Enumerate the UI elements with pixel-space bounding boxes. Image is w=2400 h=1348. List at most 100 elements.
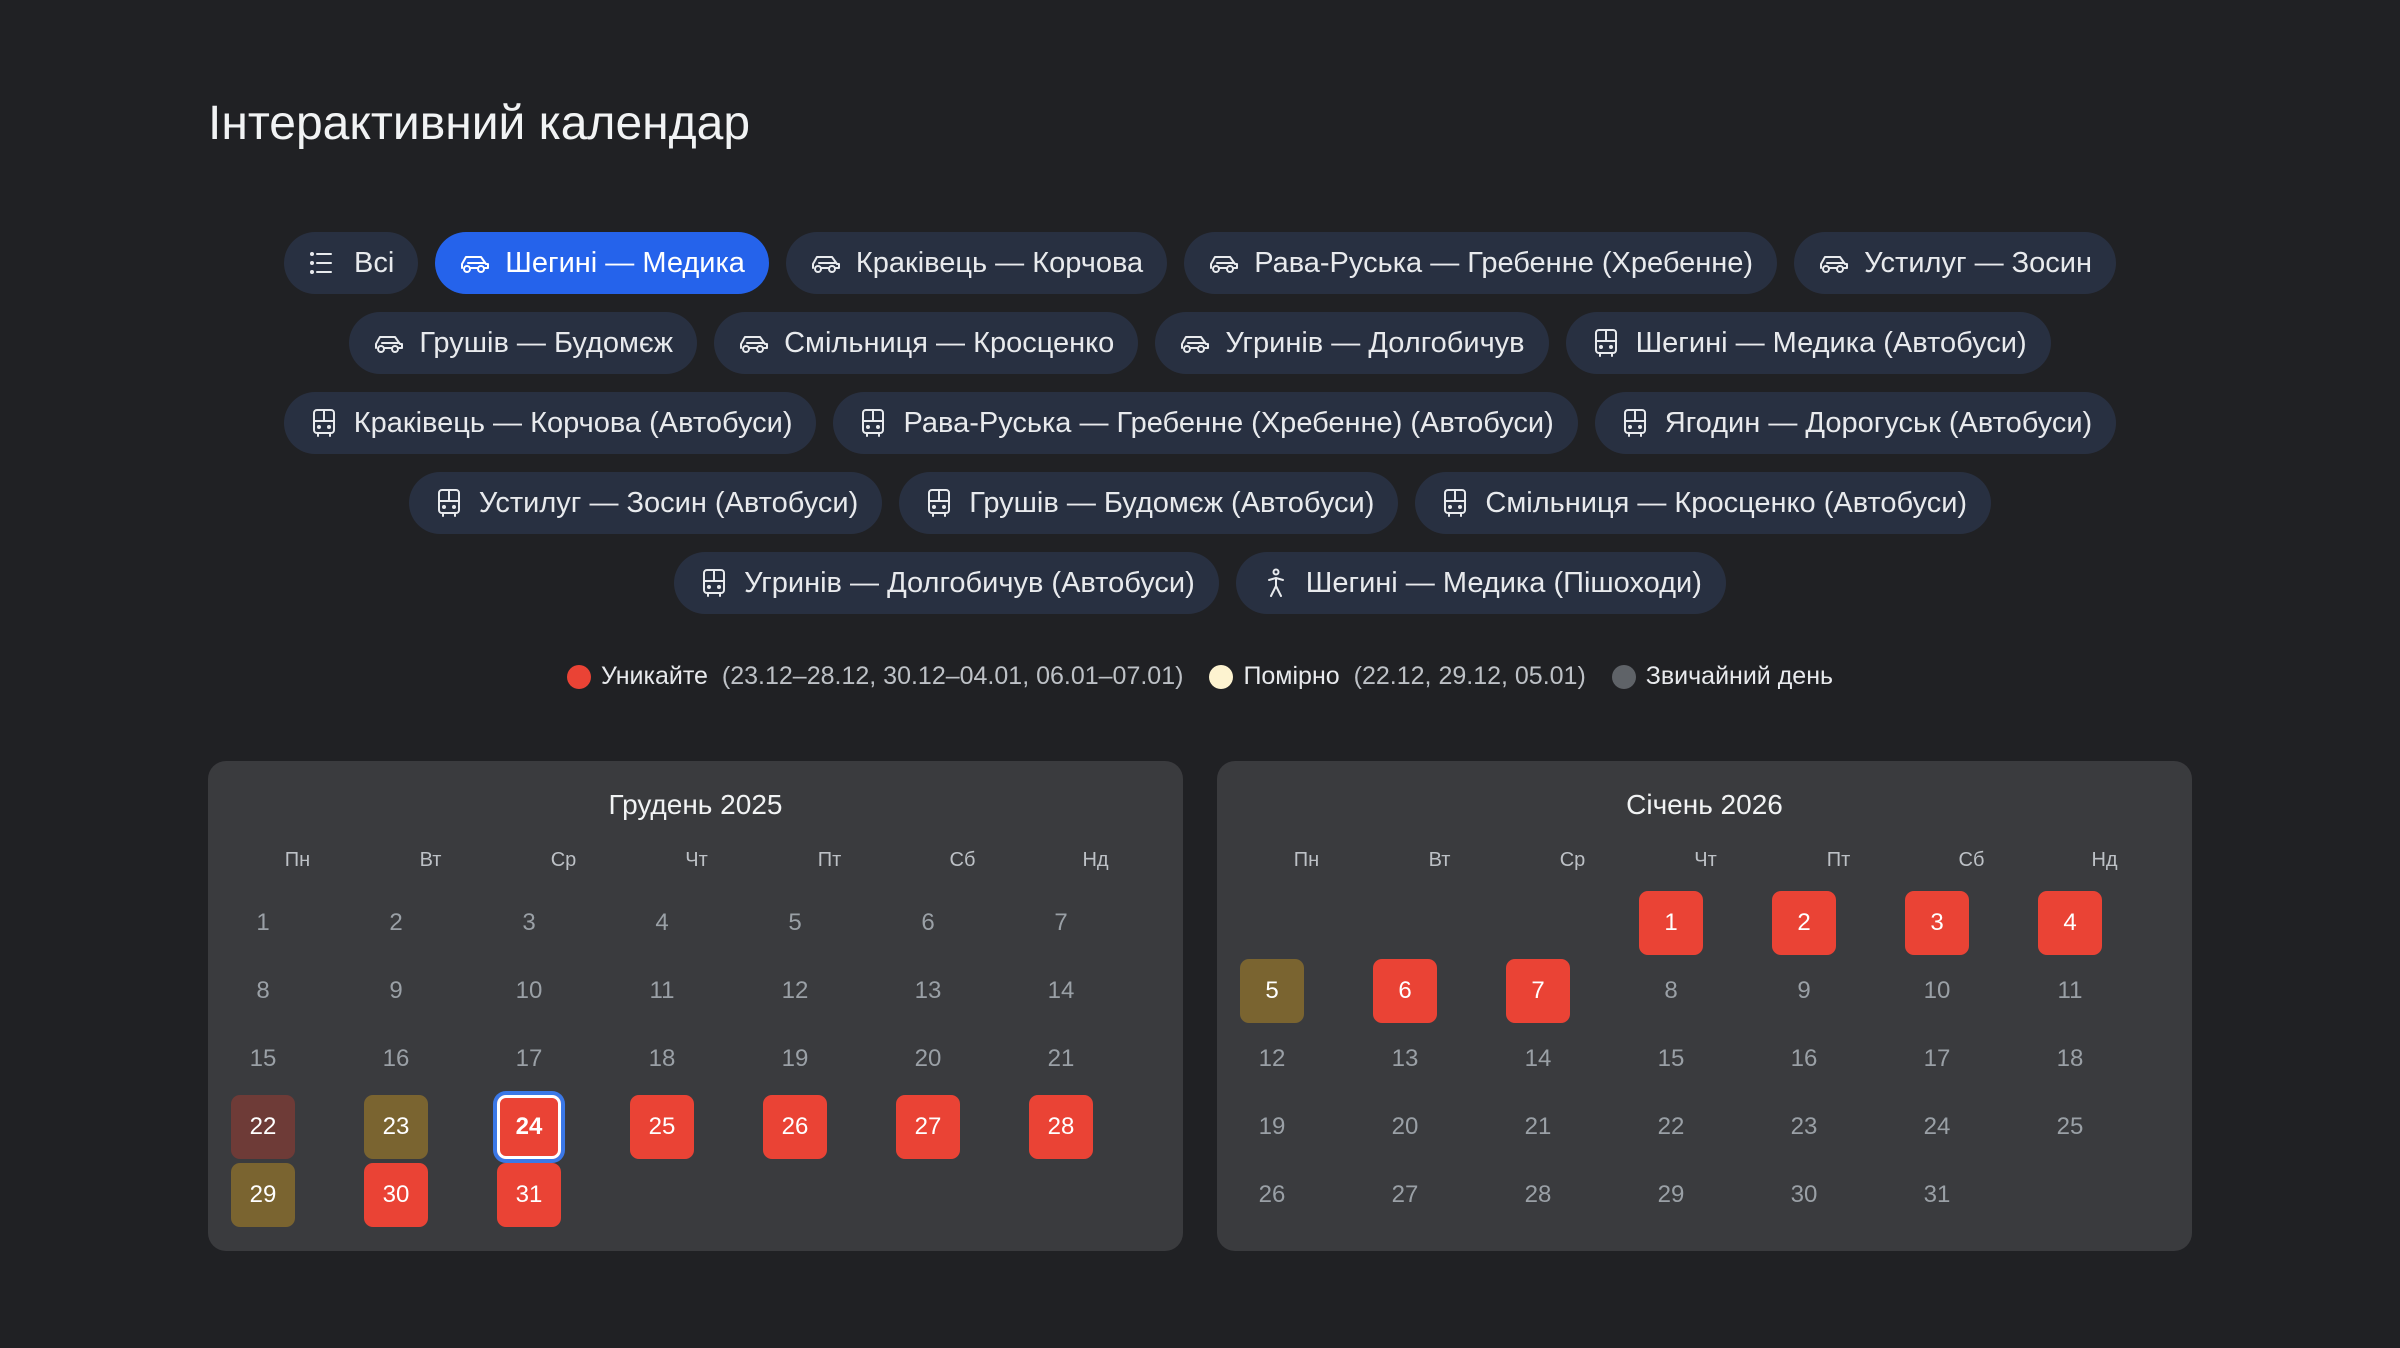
chip-label: Грушів — Будомєж (419, 326, 674, 359)
chip-icon (461, 256, 490, 273)
chip-label: Рава-Руська — Гребенне (Хребенне) (1254, 246, 1754, 279)
day-cell[interactable]: 4 (2038, 891, 2102, 955)
filter-chip[interactable]: Смільниця — Кросценко (714, 312, 1139, 374)
chip-icon (1444, 489, 1467, 517)
day-cell[interactable]: 19 (781, 1045, 809, 1072)
filter-chip[interactable]: Всі (284, 232, 419, 294)
weekday-label: Вт (419, 849, 442, 871)
weekday-label: Чт (685, 849, 708, 871)
day-cell[interactable]: 30 (1790, 1181, 1818, 1208)
day-cell[interactable]: 14 (1524, 1045, 1552, 1072)
day-cell[interactable]: 7 (1054, 909, 1068, 936)
day-cell[interactable]: 27 (1391, 1181, 1419, 1208)
day-cell[interactable]: 15 (249, 1045, 277, 1072)
day-cell[interactable]: 6 (1373, 959, 1437, 1023)
day-cell[interactable]: 31 (1923, 1181, 1951, 1208)
day-cell[interactable]: 24 (1923, 1113, 1951, 1140)
day-cell[interactable]: 9 (1797, 977, 1811, 1004)
filter-chip[interactable]: Шегині — Медика (Пішоходи) (1235, 552, 1726, 614)
filter-chip[interactable]: Шегині — Медика (Автобуси) (1565, 312, 2051, 374)
day-cell[interactable]: 2 (1772, 891, 1836, 955)
filter-chip[interactable]: Рава-Руська — Гребенне (Хребенне) (1184, 232, 1778, 294)
day-cell[interactable]: 29 (231, 1163, 295, 1227)
day-cell[interactable]: 7 (1506, 959, 1570, 1023)
filter-chip[interactable]: Грушів — Будомєж (Автобуси) (899, 472, 1399, 534)
day-cell[interactable]: 2 (389, 909, 403, 936)
day-cell[interactable]: 29 (1657, 1181, 1685, 1208)
day-cell[interactable]: 8 (256, 977, 270, 1004)
day-cell[interactable]: 18 (2056, 1045, 2084, 1072)
day-cell[interactable]: 12 (1258, 1045, 1286, 1072)
day-cell[interactable]: 9 (389, 977, 403, 1004)
day-cell[interactable]: 6 (921, 909, 935, 936)
filter-chip[interactable]: Угринів — Долгобичув (Автобуси) (674, 552, 1219, 614)
day-cell[interactable]: 10 (1923, 977, 1951, 1004)
day-cell[interactable]: 17 (1923, 1045, 1951, 1072)
filter-chip[interactable]: Устилуг — Зосин (1794, 232, 2116, 294)
day-cell[interactable]: 27 (896, 1095, 960, 1159)
day-cell[interactable]: 1 (1639, 891, 1703, 955)
day-cell[interactable]: 5 (1240, 959, 1304, 1023)
filter-row: Грушів — Будомєж Смільниця — Кросценко Угр… (349, 312, 2051, 374)
day-cell[interactable]: 16 (382, 1045, 410, 1072)
filter-chip[interactable]: Угринів — Долгобичув (1155, 312, 1549, 374)
day-cell[interactable]: 16 (1790, 1045, 1818, 1072)
filter-chip[interactable]: Шегині — Медика (435, 232, 769, 294)
day-cell[interactable]: 5 (788, 909, 802, 936)
filter-chip[interactable]: Устилуг — Зосин (Автобуси) (408, 472, 883, 534)
filter-chip[interactable]: Грушів — Будомєж (349, 312, 698, 374)
day-cell[interactable]: 10 (515, 977, 543, 1004)
day-cell[interactable]: 23 (364, 1095, 428, 1159)
day-cell[interactable]: 11 (649, 977, 675, 1004)
day-cell[interactable]: 15 (1657, 1045, 1685, 1072)
day-cell[interactable]: 8 (1664, 977, 1678, 1004)
day-cell[interactable]: 26 (763, 1095, 827, 1159)
day-cell[interactable]: 13 (1391, 1045, 1419, 1072)
day-cell[interactable]: 28 (1029, 1095, 1093, 1159)
day-cell[interactable]: 1 (256, 909, 270, 936)
legend-dot (566, 664, 591, 689)
filter-chip[interactable]: Краківець — Корчова (785, 232, 1168, 294)
day-cell[interactable]: 31 (497, 1163, 561, 1227)
chip-icon (1623, 409, 1646, 437)
day-cell[interactable]: 23 (1790, 1113, 1818, 1140)
filter-chip[interactable]: Ягодин — Дорогуськ (Автобуси) (1594, 392, 2117, 454)
filter-chip[interactable]: Краківець — Корчова (Автобуси) (283, 392, 817, 454)
day-cell[interactable]: 22 (1657, 1113, 1685, 1140)
day-cell[interactable]: 12 (781, 977, 809, 1004)
chip-label: Грушів — Будомєж (Автобуси) (969, 486, 1375, 519)
day-cell[interactable]: 19 (1258, 1113, 1286, 1140)
day-cell[interactable]: 28 (1524, 1181, 1552, 1208)
day-cell[interactable]: 14 (1047, 977, 1075, 1004)
weekday-label: Пт (817, 849, 842, 871)
day-cell[interactable]: 25 (2056, 1113, 2084, 1140)
day-cell[interactable]: 30 (364, 1163, 428, 1227)
day-cell[interactable]: 21 (1524, 1113, 1552, 1140)
day-cell[interactable]: 26 (1258, 1181, 1286, 1208)
filter-chip[interactable]: Смільниця — Кросценко (Автобуси) (1415, 472, 1992, 534)
day-cell[interactable]: 3 (522, 909, 536, 936)
day-cell[interactable]: 13 (914, 977, 942, 1004)
day-cell[interactable]: 24 (497, 1095, 561, 1159)
day-cell[interactable]: 20 (914, 1045, 942, 1072)
month-title: Грудень 2025 (608, 789, 783, 820)
chip-label: Смільниця — Кросценко (784, 326, 1115, 359)
filter-row: Всі Шегині — Медика Краківець — Корчова Рав… (284, 232, 2116, 294)
month-title: Січень 2026 (1626, 789, 1783, 820)
month-panel: Грудень 2025 Пн Вт Ср Чт Пт Сб Нд 1 2 3 4 5 6 7 8 9 10 11 1… (208, 761, 1183, 1251)
day-cell[interactable]: 4 (655, 909, 669, 936)
day-cell[interactable]: 22 (231, 1095, 295, 1159)
legend-dates: (22.12, 29.12, 05.01) (1353, 662, 1586, 690)
day-cell[interactable]: 18 (648, 1045, 676, 1072)
weekday-label: Сб (949, 849, 976, 871)
weekday-label: Пт (1826, 849, 1851, 871)
day-cell[interactable]: 3 (1905, 891, 1969, 955)
legend-item: Уникайте (23.12–28.12, 30.12–04.01, 06.01… (566, 662, 1183, 691)
day-cell[interactable]: 17 (515, 1045, 543, 1072)
day-cell[interactable]: 11 (2057, 977, 2083, 1004)
filter-chip[interactable]: Рава-Руська — Гребенне (Хребенне) (Автоб… (833, 392, 1578, 454)
day-cell[interactable]: 21 (1047, 1045, 1075, 1072)
chip-icon (312, 409, 335, 437)
day-cell[interactable]: 25 (630, 1095, 694, 1159)
day-cell[interactable]: 20 (1391, 1113, 1419, 1140)
